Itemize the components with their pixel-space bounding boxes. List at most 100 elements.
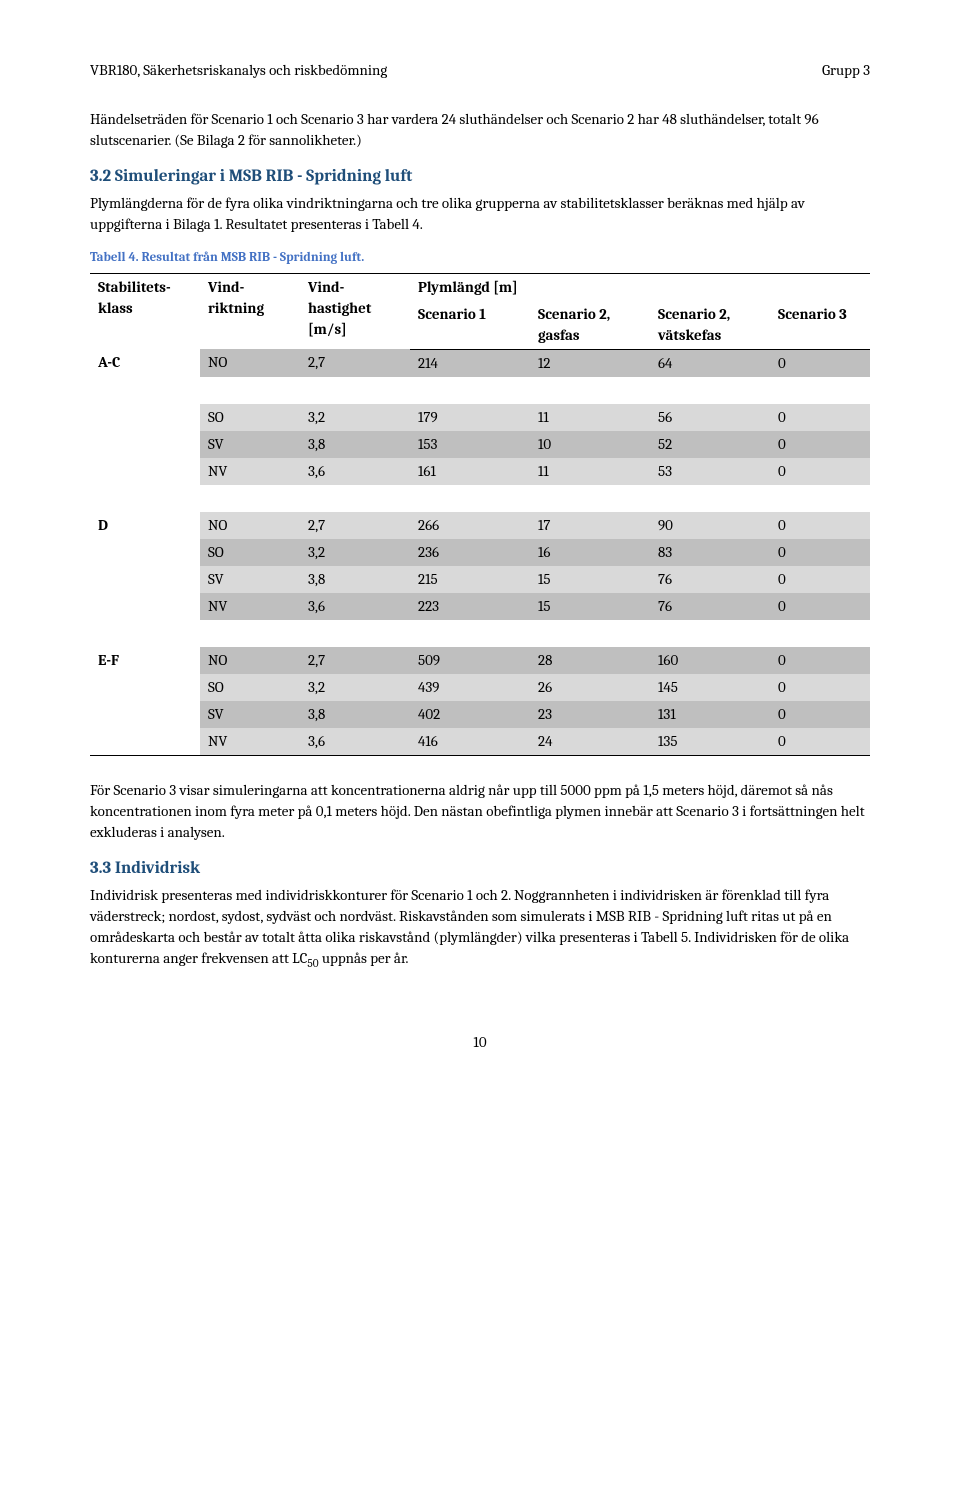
cell-s2v: 56 xyxy=(650,404,770,431)
cell-klass xyxy=(90,458,200,485)
cell-s2v: 145 xyxy=(650,674,770,701)
cell-r: NO xyxy=(200,349,300,377)
section-3-2-heading: 3.2 Simuleringar i MSB RIB - Spridning l… xyxy=(90,165,870,189)
cell-s1: 161 xyxy=(410,458,530,485)
blank-cell xyxy=(650,485,770,512)
cell-s1: 416 xyxy=(410,728,530,756)
cell-s2g: 24 xyxy=(530,728,650,756)
cell-s2v: 53 xyxy=(650,458,770,485)
cell-s1: 236 xyxy=(410,539,530,566)
blank-cell xyxy=(530,620,650,647)
blank-cell xyxy=(90,377,200,404)
cell-r: SO xyxy=(200,404,300,431)
table-blank-row xyxy=(90,377,870,404)
cell-r: SV xyxy=(200,431,300,458)
cell-s2g: 17 xyxy=(530,512,650,539)
cell-s1: 179 xyxy=(410,404,530,431)
cell-r: SO xyxy=(200,539,300,566)
cell-r: SV xyxy=(200,566,300,593)
cell-s3: 0 xyxy=(770,539,870,566)
blank-cell xyxy=(650,620,770,647)
th-riktning: Vind-riktning xyxy=(200,273,300,349)
table-blank-row xyxy=(90,485,870,512)
cell-r: NV xyxy=(200,593,300,620)
blank-cell xyxy=(300,620,410,647)
cell-s1: 223 xyxy=(410,593,530,620)
cell-klass xyxy=(90,593,200,620)
cell-klass xyxy=(90,701,200,728)
cell-h: 2,7 xyxy=(300,512,410,539)
blank-cell xyxy=(650,377,770,404)
cell-klass: A-C xyxy=(90,349,200,377)
cell-s3: 0 xyxy=(770,647,870,674)
blank-cell xyxy=(300,485,410,512)
th-klass: Stabilitets-klass xyxy=(90,273,200,349)
blank-cell xyxy=(90,620,200,647)
cell-h: 3,6 xyxy=(300,593,410,620)
cell-h: 3,6 xyxy=(300,728,410,756)
cell-s1: 153 xyxy=(410,431,530,458)
cell-h: 2,7 xyxy=(300,349,410,377)
blank-cell xyxy=(200,377,300,404)
th-s1: Scenario 1 xyxy=(410,301,530,350)
blank-cell xyxy=(410,485,530,512)
blank-cell xyxy=(530,377,650,404)
cell-klass xyxy=(90,674,200,701)
table-row: NV3,6416241350 xyxy=(90,728,870,756)
table-4-caption: Tabell 4. Resultat från MSB RIB - Spridn… xyxy=(90,249,870,267)
cell-s1: 439 xyxy=(410,674,530,701)
cell-s2v: 135 xyxy=(650,728,770,756)
intro-paragraph: Händelseträden för Scenario 1 och Scenar… xyxy=(90,109,870,151)
cell-s1: 509 xyxy=(410,647,530,674)
table-4: Stabilitets-klass Vind-riktning Vind-has… xyxy=(90,273,870,756)
blank-cell xyxy=(530,485,650,512)
cell-klass: E-F xyxy=(90,647,200,674)
th-s2g: Scenario 2, gasfas xyxy=(530,301,650,350)
table-row: NV3,622315760 xyxy=(90,593,870,620)
sec33-body-post: uppnås per år. xyxy=(319,949,409,967)
cell-s1: 266 xyxy=(410,512,530,539)
cell-s3: 0 xyxy=(770,701,870,728)
cell-klass xyxy=(90,404,200,431)
cell-s1: 402 xyxy=(410,701,530,728)
cell-klass xyxy=(90,539,200,566)
table-row: NV3,616111530 xyxy=(90,458,870,485)
th-plymlangd: Plymlängd [m] xyxy=(410,273,870,301)
cell-s3: 0 xyxy=(770,431,870,458)
page-number: 10 xyxy=(90,1032,870,1053)
blank-cell xyxy=(200,620,300,647)
section-3-2-body: Plymlängderna för de fyra olika vindrikt… xyxy=(90,193,870,235)
table-row: SO3,223616830 xyxy=(90,539,870,566)
cell-h: 3,8 xyxy=(300,566,410,593)
cell-s2v: 76 xyxy=(650,566,770,593)
th-s2v: Scenario 2, vätskefas xyxy=(650,301,770,350)
cell-klass: D xyxy=(90,512,200,539)
blank-cell xyxy=(410,377,530,404)
cell-r: SO xyxy=(200,674,300,701)
table-row: A-CNO2,721412640 xyxy=(90,349,870,377)
cell-h: 3,2 xyxy=(300,674,410,701)
cell-s2v: 64 xyxy=(650,349,770,377)
blank-cell xyxy=(770,377,870,404)
cell-s2v: 160 xyxy=(650,647,770,674)
cell-s2g: 11 xyxy=(530,458,650,485)
cell-h: 3,6 xyxy=(300,458,410,485)
cell-s2v: 83 xyxy=(650,539,770,566)
table-row: DNO2,726617900 xyxy=(90,512,870,539)
cell-r: NO xyxy=(200,512,300,539)
cell-s3: 0 xyxy=(770,728,870,756)
cell-s2g: 11 xyxy=(530,404,650,431)
after-table-paragraph: För Scenario 3 visar simuleringarna att … xyxy=(90,780,870,843)
blank-cell xyxy=(410,620,530,647)
table-row: E-FNO2,7509281600 xyxy=(90,647,870,674)
cell-h: 3,2 xyxy=(300,539,410,566)
header-left: VBR180, Säkerhetsriskanalys och riskbedö… xyxy=(90,60,387,81)
cell-s1: 214 xyxy=(410,349,530,377)
cell-s3: 0 xyxy=(770,349,870,377)
cell-s2g: 16 xyxy=(530,539,650,566)
table-row: SV3,8402231310 xyxy=(90,701,870,728)
blank-cell xyxy=(770,485,870,512)
blank-cell xyxy=(90,485,200,512)
cell-s2g: 26 xyxy=(530,674,650,701)
table-row: SO3,217911560 xyxy=(90,404,870,431)
